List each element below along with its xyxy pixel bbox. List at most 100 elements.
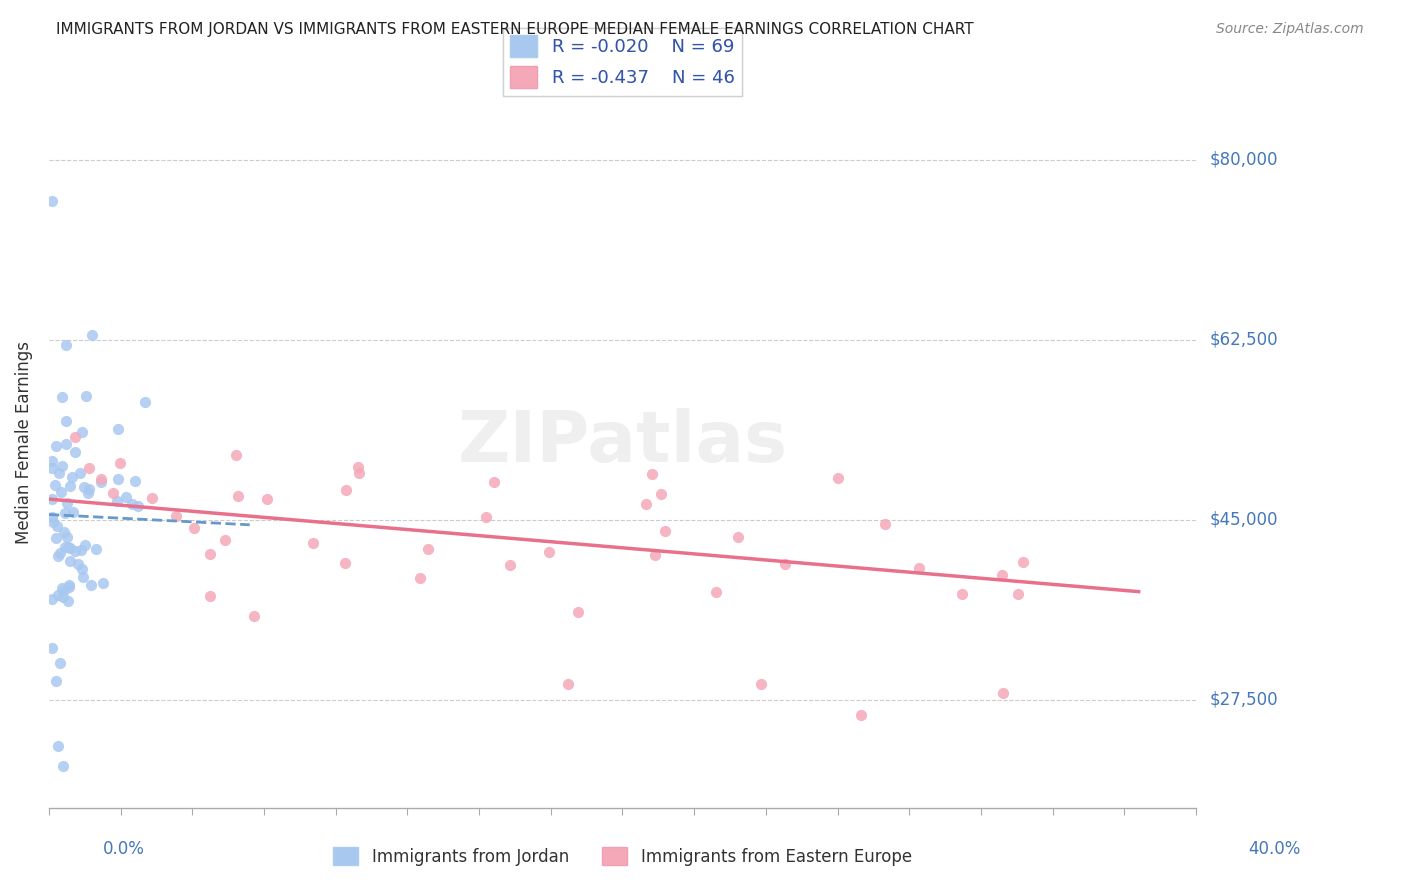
Point [77, 461, 100, 475]
Point [537, 545, 560, 559]
Point [1007, 587, 1029, 601]
Point [567, 605, 589, 619]
Point [226, 489, 249, 503]
Point [141, 491, 163, 505]
Point [41, 491, 63, 506]
Text: $80,000: $80,000 [1211, 151, 1278, 169]
Point [41, 454, 63, 468]
Point [48, 546, 70, 560]
Point [1011, 555, 1033, 569]
Point [58, 580, 80, 594]
Point [75, 538, 97, 552]
Point [183, 521, 205, 535]
Point [121, 497, 143, 511]
Point [704, 585, 727, 599]
Text: $62,500: $62,500 [1211, 331, 1278, 349]
Point [749, 677, 772, 691]
Point [51, 459, 73, 474]
Point [53, 524, 76, 539]
Legend: R = -0.020    N = 69, R = -0.437    N = 46: R = -0.020 N = 69, R = -0.437 N = 46 [503, 28, 742, 95]
Point [42, 515, 65, 529]
Point [335, 556, 357, 570]
Point [127, 499, 149, 513]
Point [65, 430, 87, 444]
Point [56, 594, 79, 608]
Point [52, 590, 75, 604]
Point [634, 497, 657, 511]
Point [105, 494, 128, 508]
Point [41, 194, 63, 208]
Point [49, 656, 72, 670]
Point [59, 478, 82, 492]
Point [59, 554, 82, 568]
Point [347, 460, 370, 475]
Point [644, 548, 666, 562]
Point [55, 414, 77, 428]
Point [53, 583, 76, 598]
Point [166, 509, 188, 524]
Point [90, 475, 112, 490]
Point [200, 547, 222, 561]
Point [45, 674, 67, 689]
Point [335, 483, 357, 497]
Point [107, 422, 129, 436]
Point [134, 394, 156, 409]
Point [41, 592, 63, 607]
Point [200, 590, 222, 604]
Point [499, 558, 522, 573]
Point [418, 541, 440, 556]
Point [990, 567, 1012, 582]
Y-axis label: Median Female Earnings: Median Female Earnings [15, 341, 32, 544]
Point [101, 486, 124, 500]
Point [58, 540, 80, 554]
Point [851, 708, 873, 723]
Point [46, 549, 69, 564]
Point [993, 685, 1015, 699]
Point [52, 759, 75, 773]
Text: Source: ZipAtlas.com: Source: ZipAtlas.com [1216, 22, 1364, 37]
Point [62, 505, 84, 519]
Point [59, 541, 82, 556]
Point [46, 739, 69, 753]
Point [48, 467, 70, 481]
Point [51, 581, 73, 595]
Point [773, 557, 796, 571]
Point [347, 466, 370, 480]
Point [58, 578, 80, 592]
Point [44, 478, 66, 492]
Point [90, 471, 112, 485]
Point [950, 586, 973, 600]
Point [55, 530, 77, 544]
Point [641, 467, 664, 481]
Text: 0.0%: 0.0% [103, 840, 145, 858]
Point [60, 470, 83, 484]
Point [70, 562, 93, 576]
Point [51, 484, 73, 499]
Point [91, 575, 114, 590]
Point [225, 448, 247, 462]
Point [56, 496, 79, 510]
Point [70, 425, 93, 440]
Point [908, 561, 931, 575]
Point [63, 543, 86, 558]
Point [875, 516, 897, 531]
Point [256, 492, 278, 507]
Text: 40.0%: 40.0% [1249, 840, 1301, 858]
Point [66, 557, 89, 571]
Point [75, 389, 97, 403]
Point [51, 390, 73, 404]
Point [72, 570, 94, 584]
Point [409, 571, 432, 585]
Point [114, 490, 136, 504]
Point [557, 677, 579, 691]
Point [650, 487, 672, 501]
Point [41, 510, 63, 524]
Point [46, 588, 69, 602]
Point [654, 524, 676, 538]
Point [107, 472, 129, 486]
Text: ZIPatlas: ZIPatlas [457, 408, 787, 477]
Point [82, 327, 104, 342]
Point [108, 456, 131, 470]
Point [76, 486, 98, 500]
Point [474, 510, 496, 524]
